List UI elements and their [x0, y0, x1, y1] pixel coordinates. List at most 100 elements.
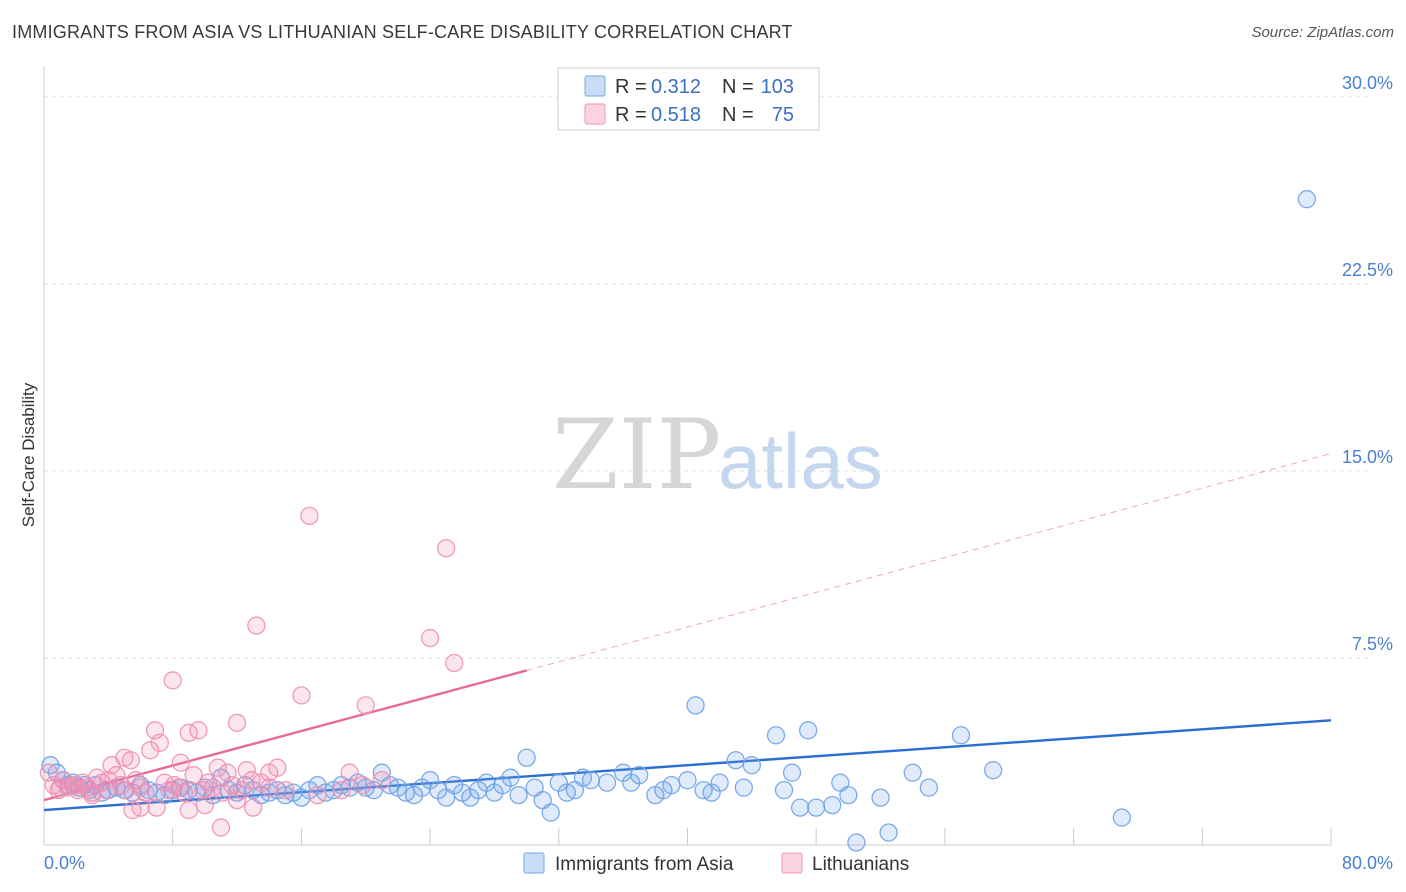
point-lithuanians-51	[340, 763, 359, 782]
point-lithuanians-63	[147, 798, 166, 817]
point-lithuanians-31	[189, 721, 208, 740]
point-lithuanians-36	[213, 783, 232, 802]
point-lithuanians-21	[141, 741, 160, 760]
point-asia-102	[1112, 808, 1132, 827]
point-asia-99	[919, 778, 938, 797]
series-legend-label-asia: Immigrants from Asia	[555, 854, 734, 875]
point-lithuanians-66	[195, 795, 215, 815]
chart-title: IMMIGRANTS FROM ASIA VS LITHUANIAN SELF-…	[12, 22, 793, 42]
point-asia-65	[541, 803, 560, 822]
y-tick-label-0: 7.5%	[1352, 634, 1393, 654]
point-lithuanians-23	[150, 733, 169, 752]
point-asia-0	[41, 756, 60, 775]
y-tick-label-3: 30.0%	[1342, 73, 1393, 93]
legend-swatch-lithuanians	[584, 103, 606, 125]
point-asia-100	[951, 726, 971, 745]
y-tick-label-1: 15.0%	[1342, 447, 1393, 467]
point-asia-96	[871, 788, 890, 807]
point-asia-89	[790, 798, 810, 817]
point-asia-90	[799, 721, 818, 740]
point-asia-92	[823, 795, 842, 815]
watermark: ZIP atlas	[552, 399, 883, 511]
point-lithuanians-50	[308, 785, 327, 805]
point-lithuanians-30	[184, 766, 203, 785]
point-lithuanians-49	[300, 506, 319, 526]
point-lithuanians-47	[276, 780, 295, 800]
legend-r-value-asia: 0.312	[651, 76, 701, 98]
point-asia-60	[501, 768, 520, 787]
x-tick-label-1: 80.0%	[1342, 853, 1393, 873]
point-lithuanians-35	[208, 758, 227, 777]
legend-n-label-asia: N =	[722, 76, 754, 98]
point-lithuanians-60	[99, 771, 118, 790]
point-lithuanians-72	[260, 763, 279, 782]
point-lithuanians-59	[83, 785, 102, 805]
point-asia-77	[662, 776, 681, 795]
point-lithuanians-41	[237, 761, 256, 780]
series-legend: Immigrants from Asia Lithuanians	[523, 852, 909, 875]
data-points	[39, 190, 1317, 852]
point-asia-71	[597, 773, 617, 792]
point-asia-86	[766, 726, 786, 745]
point-asia-98	[903, 763, 922, 782]
x-tick-labels: 0.0% 80.0%	[44, 853, 1393, 873]
point-lithuanians-52	[356, 696, 375, 715]
point-asia-83	[726, 751, 745, 770]
point-lithuanians-26	[165, 776, 184, 795]
point-lithuanians-70	[123, 800, 142, 820]
legend-r-value-lithuanians: 0.518	[651, 104, 701, 126]
legend-swatch-asia	[584, 75, 606, 97]
y-tick-labels: 7.5% 15.0% 22.5% 30.0%	[1342, 73, 1393, 654]
point-lithuanians-69	[243, 798, 263, 817]
trend-line-asia	[43, 719, 1332, 812]
point-lithuanians-34	[203, 778, 223, 797]
point-asia-61	[509, 785, 528, 805]
point-asia-91	[807, 798, 826, 817]
legend-n-value-lithuanians: 75	[772, 104, 794, 126]
point-asia-95	[847, 833, 866, 852]
y-tick-label-2: 22.5%	[1342, 260, 1393, 280]
point-lithuanians-65	[179, 800, 198, 820]
axes	[43, 66, 1331, 846]
point-lithuanians-68	[227, 790, 247, 810]
point-lithuanians-48	[292, 686, 311, 705]
y-axis-label: Self-Care Disability	[19, 382, 38, 527]
point-asia-88	[782, 763, 802, 782]
point-lithuanians-43	[247, 616, 266, 635]
point-lithuanians-61	[115, 748, 134, 767]
legend: R = 0.312 N = 103 R = 0.518 N = 75	[557, 67, 820, 131]
point-asia-85	[742, 756, 761, 775]
point-asia-78	[678, 771, 697, 790]
point-asia-74	[630, 766, 649, 785]
legend-n-label-lithuanians: N =	[722, 104, 754, 126]
point-asia-87	[774, 780, 794, 800]
point-asia-97	[879, 823, 898, 842]
point-asia-70	[581, 771, 601, 790]
series-legend-swatch-asia	[523, 852, 545, 874]
point-lithuanians-57	[50, 778, 70, 797]
x-tick-label-0: 0.0%	[44, 853, 85, 873]
point-lithuanians-74	[353, 776, 372, 795]
point-lithuanians-71	[171, 753, 190, 772]
point-asia-101	[984, 761, 1003, 780]
point-lithuanians-67	[211, 818, 231, 837]
series-legend-swatch-lithuanians	[781, 852, 803, 874]
legend-n-value-asia: 103	[761, 76, 794, 98]
watermark-atlas: atlas	[718, 417, 883, 505]
point-lithuanians-54	[420, 628, 440, 648]
point-asia-82	[710, 773, 729, 792]
legend-r-label-lithuanians: R =	[615, 104, 647, 126]
point-lithuanians-28	[174, 783, 194, 802]
grid-lines	[44, 96, 1370, 845]
point-lithuanians-55	[437, 539, 456, 558]
point-lithuanians-58	[67, 776, 86, 795]
point-asia-84	[734, 778, 753, 797]
legend-r-label-asia: R =	[615, 76, 647, 98]
point-asia-94	[839, 785, 858, 805]
point-lithuanians-53	[372, 771, 391, 790]
watermark-zip: ZIP	[552, 399, 721, 511]
trend-extension-lithuanians	[526, 453, 1332, 671]
point-asia-79	[686, 696, 705, 715]
point-lithuanians-39	[227, 713, 247, 732]
